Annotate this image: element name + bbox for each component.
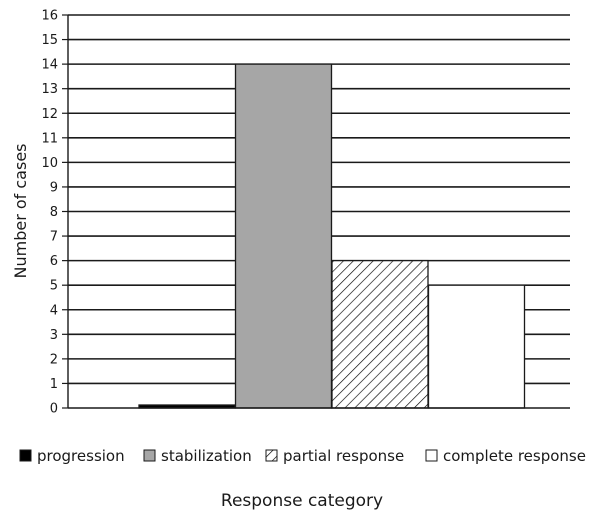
y-tick-label: 6 [50,254,58,269]
bar-partial-response [331,259,429,409]
y-tick-label: 16 [41,9,58,24]
y-tick-label: 0 [50,402,58,417]
legend-swatch-complete-response [425,449,438,462]
y-tick-label: 10 [41,156,58,171]
axes [67,15,570,409]
legend-label-progression: progression [37,447,125,465]
legend-swatch-partial-response [265,449,278,462]
y-tick-label: 4 [50,303,58,318]
legend: progression stabilization partial response… [19,447,586,465]
y-tick-label: 14 [41,58,58,73]
y-tick-label: 5 [50,279,58,294]
y-tick-label: 2 [50,352,58,367]
legend-label-stabilization: stabilization [161,447,252,465]
legend-label-complete-response: complete response [443,447,586,465]
y-tick-label: 1 [50,377,58,392]
bar-stabilization [234,63,333,409]
y-tick-label: 11 [41,131,58,146]
x-axis-label: Response category [221,491,383,511]
y-tick-label: 12 [41,107,58,122]
legend-swatch-progression [19,449,32,462]
y-tick-label: 13 [41,82,58,97]
bar-complete-response [427,284,526,409]
y-tick-label: 15 [41,33,58,48]
y-tick-label: 9 [50,180,58,195]
legend-swatch-stabilization [143,449,156,462]
y-tick-label: 3 [50,328,58,343]
y-tick-label: 8 [50,205,58,220]
legend-label-partial-response: partial response [283,447,404,465]
y-axis-label: Number of cases [11,144,30,279]
y-tick-label: 7 [50,230,58,245]
